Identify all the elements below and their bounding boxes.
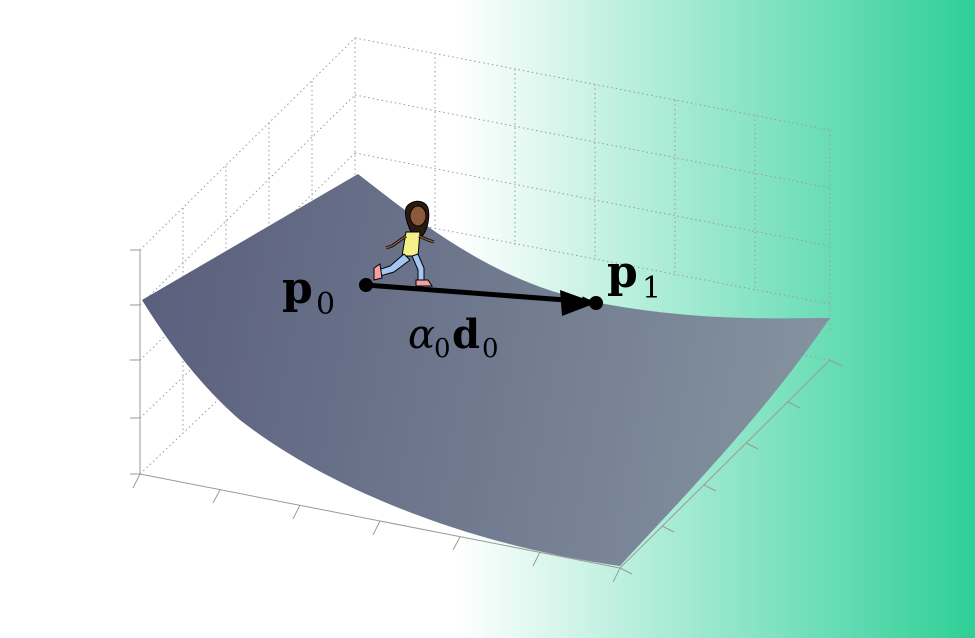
walking-person-icon xyxy=(373,200,435,287)
label-step: α 0 d 0 xyxy=(408,311,499,364)
label-step-alpha-sub: 0 xyxy=(434,334,451,364)
label-step-d: d xyxy=(452,311,480,358)
label-step-alpha: α xyxy=(408,312,435,358)
label-p0-sub: 0 xyxy=(316,287,335,322)
label-p0-main: p xyxy=(282,263,313,314)
cost-surface xyxy=(142,174,830,566)
label-step-d-sub: 0 xyxy=(482,334,499,364)
label-p1-main: p xyxy=(607,247,638,298)
label-p1-sub: 1 xyxy=(642,271,661,306)
arrowhead-icon xyxy=(560,290,596,316)
label-p1: p 1 xyxy=(607,247,661,306)
label-p0: p 0 xyxy=(282,263,335,322)
point-p1 xyxy=(589,296,603,310)
step-vector-arrow xyxy=(365,282,594,307)
point-p0 xyxy=(359,278,373,292)
